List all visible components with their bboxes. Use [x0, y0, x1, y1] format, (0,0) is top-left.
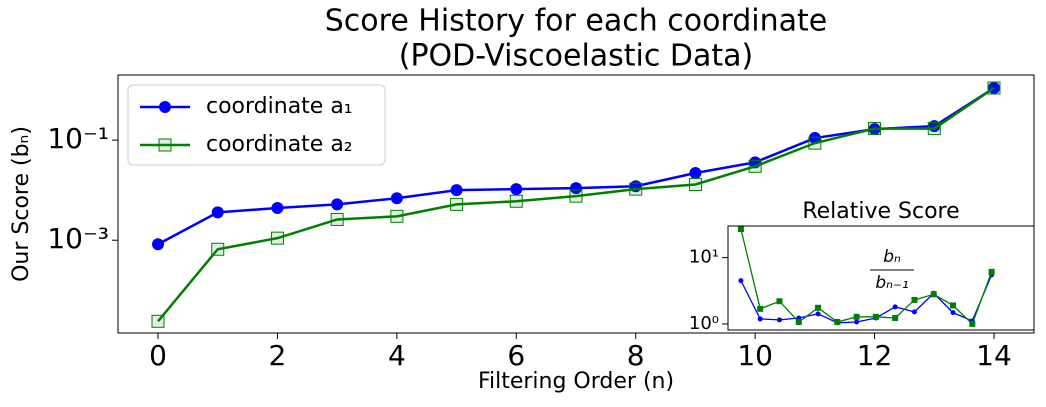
point — [868, 122, 882, 136]
x-tick-label: 12 — [857, 339, 893, 372]
point — [569, 189, 583, 203]
chart-title: (POD-Viscoelastic Data) — [399, 39, 754, 74]
point — [776, 298, 783, 305]
point — [776, 317, 782, 323]
point — [834, 318, 841, 325]
series-line — [740, 228, 993, 326]
legend-label: coordinate a₂ — [206, 132, 353, 157]
chart-title: Score History for each coordinate — [325, 4, 828, 39]
point — [892, 304, 898, 310]
point — [151, 314, 165, 328]
x-tick-label: 14 — [976, 339, 1012, 372]
point — [330, 212, 344, 226]
point — [629, 182, 643, 196]
point — [211, 206, 224, 219]
x-tick-label: 4 — [388, 339, 406, 372]
point — [969, 320, 976, 327]
point — [988, 268, 995, 275]
point — [211, 242, 225, 256]
point — [688, 177, 702, 191]
point — [927, 122, 941, 136]
legend-box — [127, 84, 386, 166]
series-line — [740, 274, 993, 324]
point — [911, 309, 917, 315]
point — [450, 184, 463, 197]
point — [808, 136, 822, 150]
point — [872, 313, 879, 320]
point — [509, 194, 523, 208]
y-axis-label: Our Score (bₙ) — [9, 126, 34, 282]
point — [689, 167, 702, 180]
point — [271, 202, 284, 215]
point — [757, 305, 764, 312]
point — [737, 226, 744, 233]
point — [270, 231, 284, 245]
x-tick-label: 0 — [149, 339, 167, 372]
point — [390, 192, 403, 205]
inset-title: Relative Score — [802, 199, 959, 224]
plot-frame — [117, 74, 1035, 334]
x-tick-label: 10 — [737, 339, 773, 372]
plot-frame — [727, 225, 1035, 331]
point — [510, 183, 523, 196]
x-tick-label: 6 — [507, 339, 525, 372]
point — [738, 278, 744, 284]
point — [748, 159, 762, 173]
legend-marker — [159, 101, 171, 113]
point — [950, 302, 957, 309]
x-tick-label: 2 — [269, 339, 287, 372]
series-line — [157, 86, 995, 323]
point — [892, 314, 899, 321]
y-tick-label: 10⁰ — [689, 313, 719, 334]
annotation-numerator: bₙ — [883, 247, 901, 267]
x-tick-label: 8 — [627, 339, 645, 372]
point — [853, 313, 860, 320]
inset-background — [728, 226, 1034, 330]
point — [911, 296, 918, 303]
point — [950, 310, 956, 316]
legend-marker — [158, 138, 172, 152]
point — [808, 132, 821, 145]
point — [987, 81, 1001, 95]
y-tick-label: 10⁻¹ — [47, 122, 109, 155]
y-tick-label: 10⁻³ — [47, 222, 109, 255]
point — [450, 197, 464, 211]
legend-label: coordinate a₁ — [206, 94, 353, 119]
y-tick-label: 10¹ — [689, 247, 719, 268]
point — [854, 319, 860, 325]
x-axis-label: Filtering Order (n) — [478, 369, 674, 394]
point — [757, 316, 763, 322]
point — [152, 238, 165, 251]
point — [795, 318, 802, 325]
point — [331, 198, 344, 211]
point — [815, 304, 822, 311]
point — [815, 311, 821, 317]
point — [930, 291, 937, 298]
point — [390, 209, 404, 223]
annotation-denominator: bₙ₋₁ — [875, 273, 908, 293]
point — [570, 182, 582, 195]
